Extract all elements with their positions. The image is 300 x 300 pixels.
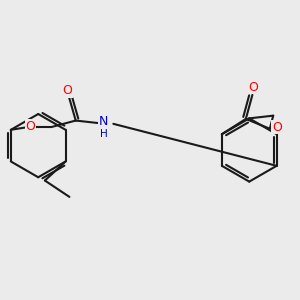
Text: O: O xyxy=(26,120,35,133)
Text: O: O xyxy=(248,81,258,94)
Text: H: H xyxy=(100,129,107,139)
Text: N: N xyxy=(99,115,108,128)
Text: O: O xyxy=(272,121,282,134)
Text: O: O xyxy=(63,84,73,97)
